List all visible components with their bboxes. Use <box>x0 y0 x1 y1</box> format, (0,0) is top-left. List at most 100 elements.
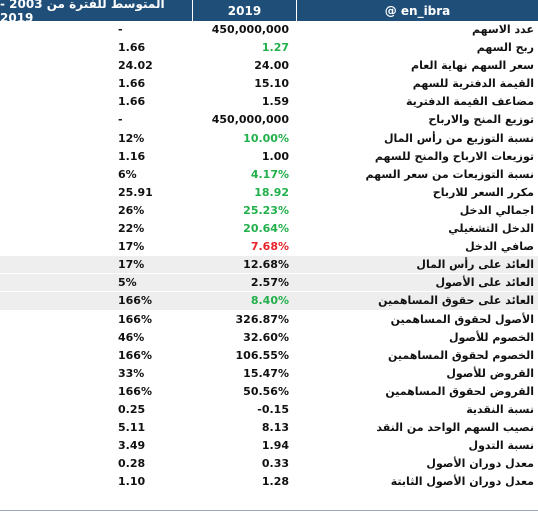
average-cell[interactable]: 25.91 <box>118 185 153 199</box>
year-value-cell[interactable]: 20.64% <box>243 222 289 236</box>
average-cell[interactable]: 166% <box>118 348 152 362</box>
year-value-cell[interactable]: 4.17% <box>250 167 289 181</box>
average-cell[interactable]: 166% <box>118 312 152 326</box>
year-value-cell[interactable]: 32.60% <box>243 330 289 344</box>
metric-label-cell[interactable]: عدد الاسهم <box>471 23 534 36</box>
average-cell[interactable]: 17% <box>118 258 145 272</box>
year-value-cell[interactable]: 1.00 <box>261 149 289 163</box>
table-row: - 450,000,000 توزيع المنح والارباح <box>0 111 538 130</box>
average-cell[interactable]: 1.66 <box>118 77 146 91</box>
average-cell[interactable]: 26% <box>118 203 145 217</box>
header-author-handle[interactable]: @ en_ibra <box>384 3 451 18</box>
metric-label-cell[interactable]: توزيعات الارباح والمنح للسهم <box>374 149 534 163</box>
metric-label-cell[interactable]: الخصوم لحقوق المساهمين <box>388 348 534 362</box>
metric-label-cell[interactable]: العائد على رأس المال <box>416 258 534 272</box>
year-value-cell[interactable]: 450,000,000 <box>211 113 289 127</box>
metric-label-cell[interactable]: الخصوم للأصول <box>448 330 534 344</box>
metric-label-cell[interactable]: ربح السهم <box>476 41 534 55</box>
year-value-cell[interactable]: 18.92 <box>254 185 289 199</box>
average-cell[interactable]: 24.02 <box>118 59 153 73</box>
metric-label-cell[interactable]: معدل دوران الأصول الثابتة <box>390 475 534 489</box>
year-value-cell[interactable]: 1.94 <box>261 439 289 453</box>
table-row: 6% 4.17% نسبة التوزيعات من سعر السهم <box>0 166 538 184</box>
metric-label-cell[interactable]: نصيب السهم الواحد من النقد <box>376 421 534 435</box>
year-value-cell[interactable]: 1.27 <box>261 41 289 55</box>
metric-label-cell[interactable]: مضاعف القيمة الدفترية <box>406 95 534 109</box>
year-value-cell[interactable]: 106.55% <box>235 348 289 362</box>
metric-label-cell[interactable]: نسبة التوزيع من رأس المال <box>383 131 534 145</box>
year-value-cell[interactable]: 0.33 <box>261 457 289 471</box>
year-value-cell[interactable]: 15.47% <box>243 366 289 380</box>
metric-label-cell[interactable]: القروض لحقوق المساهمين <box>385 384 534 398</box>
metric-label-cell[interactable]: الأصول لحقوق المساهمين <box>390 312 534 326</box>
year-value-cell[interactable]: 2.57% <box>250 276 289 290</box>
table-row: 1.66 1.59 مضاعف القيمة الدفترية <box>0 93 538 112</box>
average-cell[interactable]: 5% <box>118 276 137 290</box>
average-cell[interactable]: 1.66 <box>118 41 146 55</box>
year-value-cell[interactable]: 24.00 <box>254 59 289 73</box>
year-value-cell[interactable]: 25.23% <box>243 203 289 217</box>
metric-label-cell[interactable]: صافي الدخل <box>465 240 534 254</box>
average-cell[interactable]: 17% <box>118 240 145 254</box>
table-row: - 450,000,000 عدد الاسهم <box>0 21 538 40</box>
average-cell[interactable]: 1.10 <box>118 475 146 489</box>
average-cell[interactable]: 1.16 <box>118 149 146 163</box>
data-rows: - 450,000,000 عدد الاسهم 1.66 1.27 ربح السهم 2… <box>0 21 538 492</box>
average-cell[interactable]: 1.66 <box>118 95 146 109</box>
metric-label-cell[interactable]: نسبة التدول <box>468 439 534 453</box>
year-value-cell[interactable]: 8.13 <box>261 421 289 435</box>
table-row: 12% 10.00% نسبة التوزيع من رأس المال <box>0 130 538 148</box>
average-cell[interactable]: 46% <box>118 330 145 344</box>
table-row: 0.25 -0.15 نسبة النقدية <box>0 401 538 420</box>
year-value-cell[interactable]: -0.15 <box>257 402 289 416</box>
year-value-cell[interactable]: 7.68% <box>250 240 289 254</box>
table-row: 17% 7.68% صافي الدخل <box>0 238 538 257</box>
metric-label-cell[interactable]: العائد على الأصول <box>435 276 534 290</box>
table-row: 26% 25.23% اجمالي الدخل <box>0 202 538 221</box>
metric-label-cell[interactable]: توزيع المنح والارباح <box>428 113 534 127</box>
header-row: المتوسط للفترة من 2003 - 2019 2019 @ en_… <box>0 0 538 25</box>
average-cell[interactable]: 166% <box>118 294 152 308</box>
metric-label-cell[interactable]: القيمة الدفترية للسهم <box>412 77 534 91</box>
average-cell[interactable]: - <box>118 23 123 36</box>
metric-label-cell[interactable]: سعر السهم نهاية العام <box>411 59 534 73</box>
year-value-cell[interactable]: 450,000,000 <box>211 23 289 36</box>
metric-label-cell[interactable]: القروض للأصول <box>446 366 534 380</box>
table-row: 1.16 1.00 توزيعات الارباح والمنح للسهم <box>0 148 538 166</box>
average-cell[interactable]: 12% <box>118 131 145 145</box>
average-cell[interactable]: 0.28 <box>118 457 146 471</box>
metric-label-cell[interactable]: اجمالي الدخل <box>459 203 534 217</box>
table-row: 0.28 0.33 معدل دوران الأصول <box>0 455 538 474</box>
header-year[interactable]: 2019 <box>193 0 297 21</box>
year-value-cell[interactable]: 15.10 <box>254 77 289 91</box>
table-row: 46% 32.60% الخصوم للأصول <box>0 329 538 347</box>
metric-label-cell[interactable]: مكرر السعر للارباح <box>432 185 534 199</box>
header-average-period[interactable]: المتوسط للفترة من 2003 - 2019 <box>0 0 193 25</box>
year-value-cell[interactable]: 10.00% <box>243 131 289 145</box>
average-cell[interactable]: 33% <box>118 366 145 380</box>
year-value-cell[interactable]: 50.56% <box>243 384 289 398</box>
year-value-cell[interactable]: 1.59 <box>261 95 289 109</box>
average-cell[interactable]: - <box>118 113 123 127</box>
table-row: 22% 20.64% الدخل التشغيلي <box>0 220 538 239</box>
metric-label-cell[interactable]: نسبة النقدية <box>466 402 534 416</box>
year-value-cell[interactable]: 326.87% <box>235 312 289 326</box>
metric-label-cell[interactable]: العائد على حقوق المساهمين <box>378 294 534 308</box>
year-value-cell[interactable]: 12.68% <box>243 258 289 272</box>
average-cell[interactable]: 166% <box>118 384 152 398</box>
metric-label-cell[interactable]: معدل دوران الأصول <box>426 457 534 471</box>
table-row: 166% 106.55% الخصوم لحقوق المساهمين <box>0 347 538 365</box>
average-cell[interactable]: 6% <box>118 167 137 181</box>
table-row: 1.66 1.27 ربح السهم <box>0 39 538 58</box>
year-value-cell[interactable]: 8.40% <box>250 294 289 308</box>
average-cell[interactable]: 0.25 <box>118 402 146 416</box>
metric-label-cell[interactable]: الدخل التشغيلي <box>448 222 534 236</box>
average-cell[interactable]: 22% <box>118 222 145 236</box>
year-value-cell[interactable]: 1.28 <box>261 475 289 489</box>
average-cell[interactable]: 3.49 <box>118 439 146 453</box>
metric-label-cell[interactable]: نسبة التوزيعات من سعر السهم <box>365 167 534 181</box>
table-row: 1.10 1.28 معدل دوران الأصول الثابتة <box>0 473 538 492</box>
average-cell[interactable]: 5.11 <box>118 421 146 435</box>
table-row: 166% 8.40% العائد على حقوق المساهمين <box>0 292 538 311</box>
